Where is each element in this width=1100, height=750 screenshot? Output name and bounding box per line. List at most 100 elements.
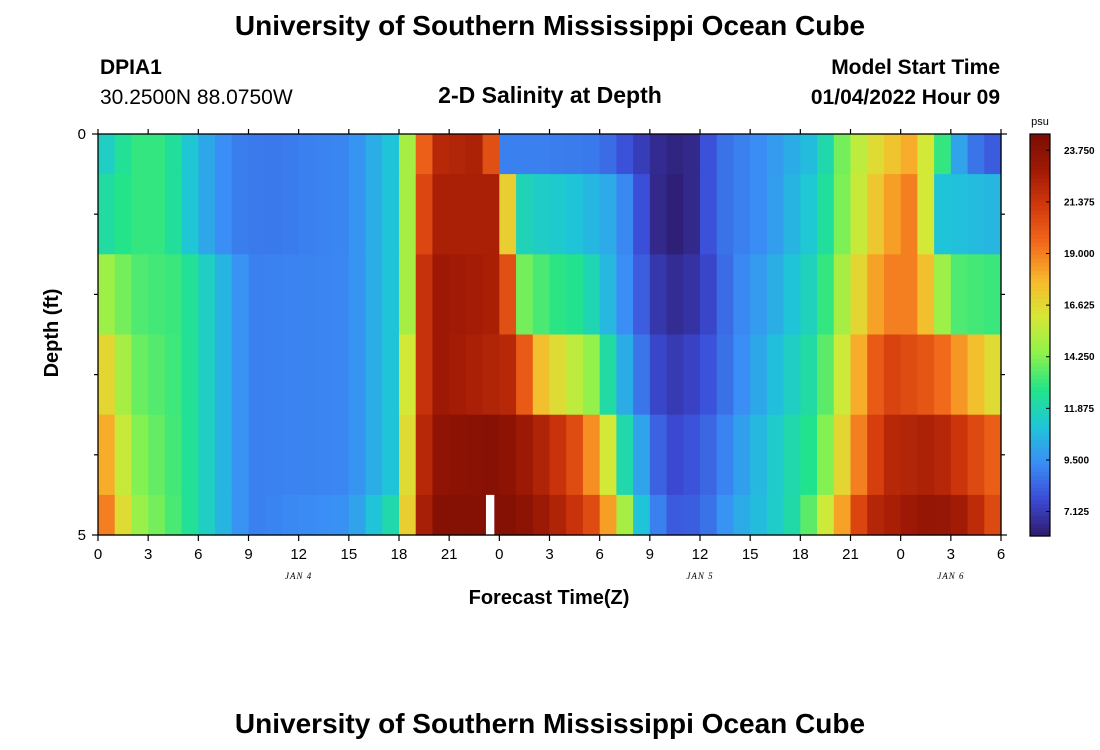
heatmap-cell [315, 414, 333, 496]
heatmap-cell [131, 414, 149, 496]
heatmap-cell [967, 174, 985, 255]
colorbar-segment [1030, 427, 1050, 433]
heatmap-cell [332, 174, 350, 255]
heatmap-cell [850, 334, 868, 416]
x-tick-label: 6 [194, 546, 202, 563]
heatmap-cell [281, 494, 300, 536]
colorbar-segment [1030, 463, 1050, 469]
colorbar-tick-label: 9.500 [1064, 455, 1089, 466]
heatmap-cell [800, 134, 818, 175]
heatmap-cell [449, 254, 467, 336]
x-axis-label: Forecast Time(Z) [469, 587, 630, 609]
colorbar: psu 23.750 21.375 19.000 16.625 14.250 11.875 9… [1029, 116, 1095, 537]
heatmap-cell [766, 334, 785, 416]
heatmap-cell [181, 134, 199, 175]
missing-data-gap [485, 494, 495, 535]
colorbar-segment [1030, 166, 1050, 171]
heatmap-cell [800, 334, 818, 416]
heatmap-cell [432, 134, 450, 175]
heatmap-cell [917, 494, 935, 536]
colorbar-segment [1030, 210, 1050, 215]
heatmap-cell [215, 414, 233, 496]
colorbar-segment [1030, 226, 1050, 232]
heatmap-cell [800, 174, 818, 255]
heatmap-cell [131, 494, 149, 536]
heatmap-cell [566, 414, 584, 496]
heatmap-cell [733, 134, 751, 175]
heatmap-cell [783, 174, 801, 255]
heatmap-cell [649, 134, 668, 175]
heatmap-cell [783, 134, 801, 175]
colorbar-tick-label: 16.625 [1064, 301, 1095, 312]
heatmap-cell [900, 254, 918, 336]
heatmap-cell [348, 254, 367, 336]
colorbar-segment [1030, 431, 1050, 437]
heatmap-cell [332, 254, 350, 336]
heatmap-cell [298, 414, 316, 496]
heatmap-cell [532, 174, 551, 255]
heatmap-cell [449, 334, 467, 416]
heatmap-cell [382, 134, 400, 175]
colorbar-segment [1030, 190, 1050, 195]
heatmap-cell [516, 134, 534, 175]
heatmap-cell [616, 134, 634, 175]
heatmap-cell [683, 414, 701, 496]
heatmap-cell [265, 134, 283, 175]
heatmap-cell [332, 334, 350, 416]
heatmap-cell [198, 254, 216, 336]
colorbar-segment [1030, 471, 1050, 477]
heatmap-cell [917, 134, 935, 175]
colorbar-segment [1030, 154, 1050, 159]
heatmap-cell [716, 254, 735, 336]
date-label: JAN 6 [937, 571, 964, 581]
colorbar-segment [1030, 222, 1050, 228]
heatmap-cell [399, 174, 417, 255]
colorbar-segment [1030, 507, 1050, 513]
heatmap-cell [98, 134, 116, 175]
heatmap-cell [950, 134, 969, 175]
colorbar-segment [1030, 306, 1050, 312]
heatmap-cell [950, 174, 969, 255]
heatmap-cell [817, 174, 835, 255]
colorbar-segment [1030, 250, 1050, 256]
heatmap-cell [332, 494, 350, 536]
heatmap-cell [148, 414, 166, 496]
heatmap-cell [516, 414, 534, 496]
heatmap-cell [683, 134, 701, 175]
heatmap-cell [465, 254, 484, 336]
colorbar-segment [1030, 134, 1050, 139]
heatmap-cell [900, 334, 918, 416]
heatmap-cell [148, 174, 166, 255]
heatmap-cell [215, 334, 233, 416]
heatmap-cell [633, 134, 651, 175]
x-tick-label: 0 [94, 546, 102, 563]
heatmap-cell [883, 414, 902, 496]
heatmap-cell [934, 494, 952, 536]
y-axis-label: Depth (ft) [41, 289, 63, 378]
heatmap-cell [967, 494, 985, 536]
colorbar-segment [1030, 274, 1050, 280]
colorbar-segment [1030, 499, 1050, 505]
heatmap-cell [934, 254, 952, 336]
colorbar-segment [1030, 399, 1050, 404]
heatmap-cell [750, 134, 768, 175]
colorbar-segment [1030, 150, 1050, 155]
heatmap-cell [248, 414, 266, 496]
heatmap-cell [265, 334, 283, 416]
colorbar-segment [1030, 270, 1050, 276]
heatmap-cell [231, 414, 250, 496]
colorbar-segment [1030, 298, 1050, 304]
heatmap-cell [198, 494, 216, 536]
heatmap-cell [883, 134, 902, 175]
heatmap-cell [482, 414, 500, 496]
colorbar-segment [1030, 330, 1050, 336]
colorbar-tick-label: 7.125 [1064, 507, 1089, 518]
heatmap-cell [616, 494, 634, 536]
colorbar-segment [1030, 246, 1050, 252]
heatmap-cell [599, 254, 617, 336]
colorbar-frame [1029, 133, 1051, 537]
colorbar-segment [1030, 218, 1050, 224]
heatmap-cell [231, 134, 250, 175]
heatmap-cell [265, 494, 283, 536]
heatmap-cell [365, 334, 383, 416]
